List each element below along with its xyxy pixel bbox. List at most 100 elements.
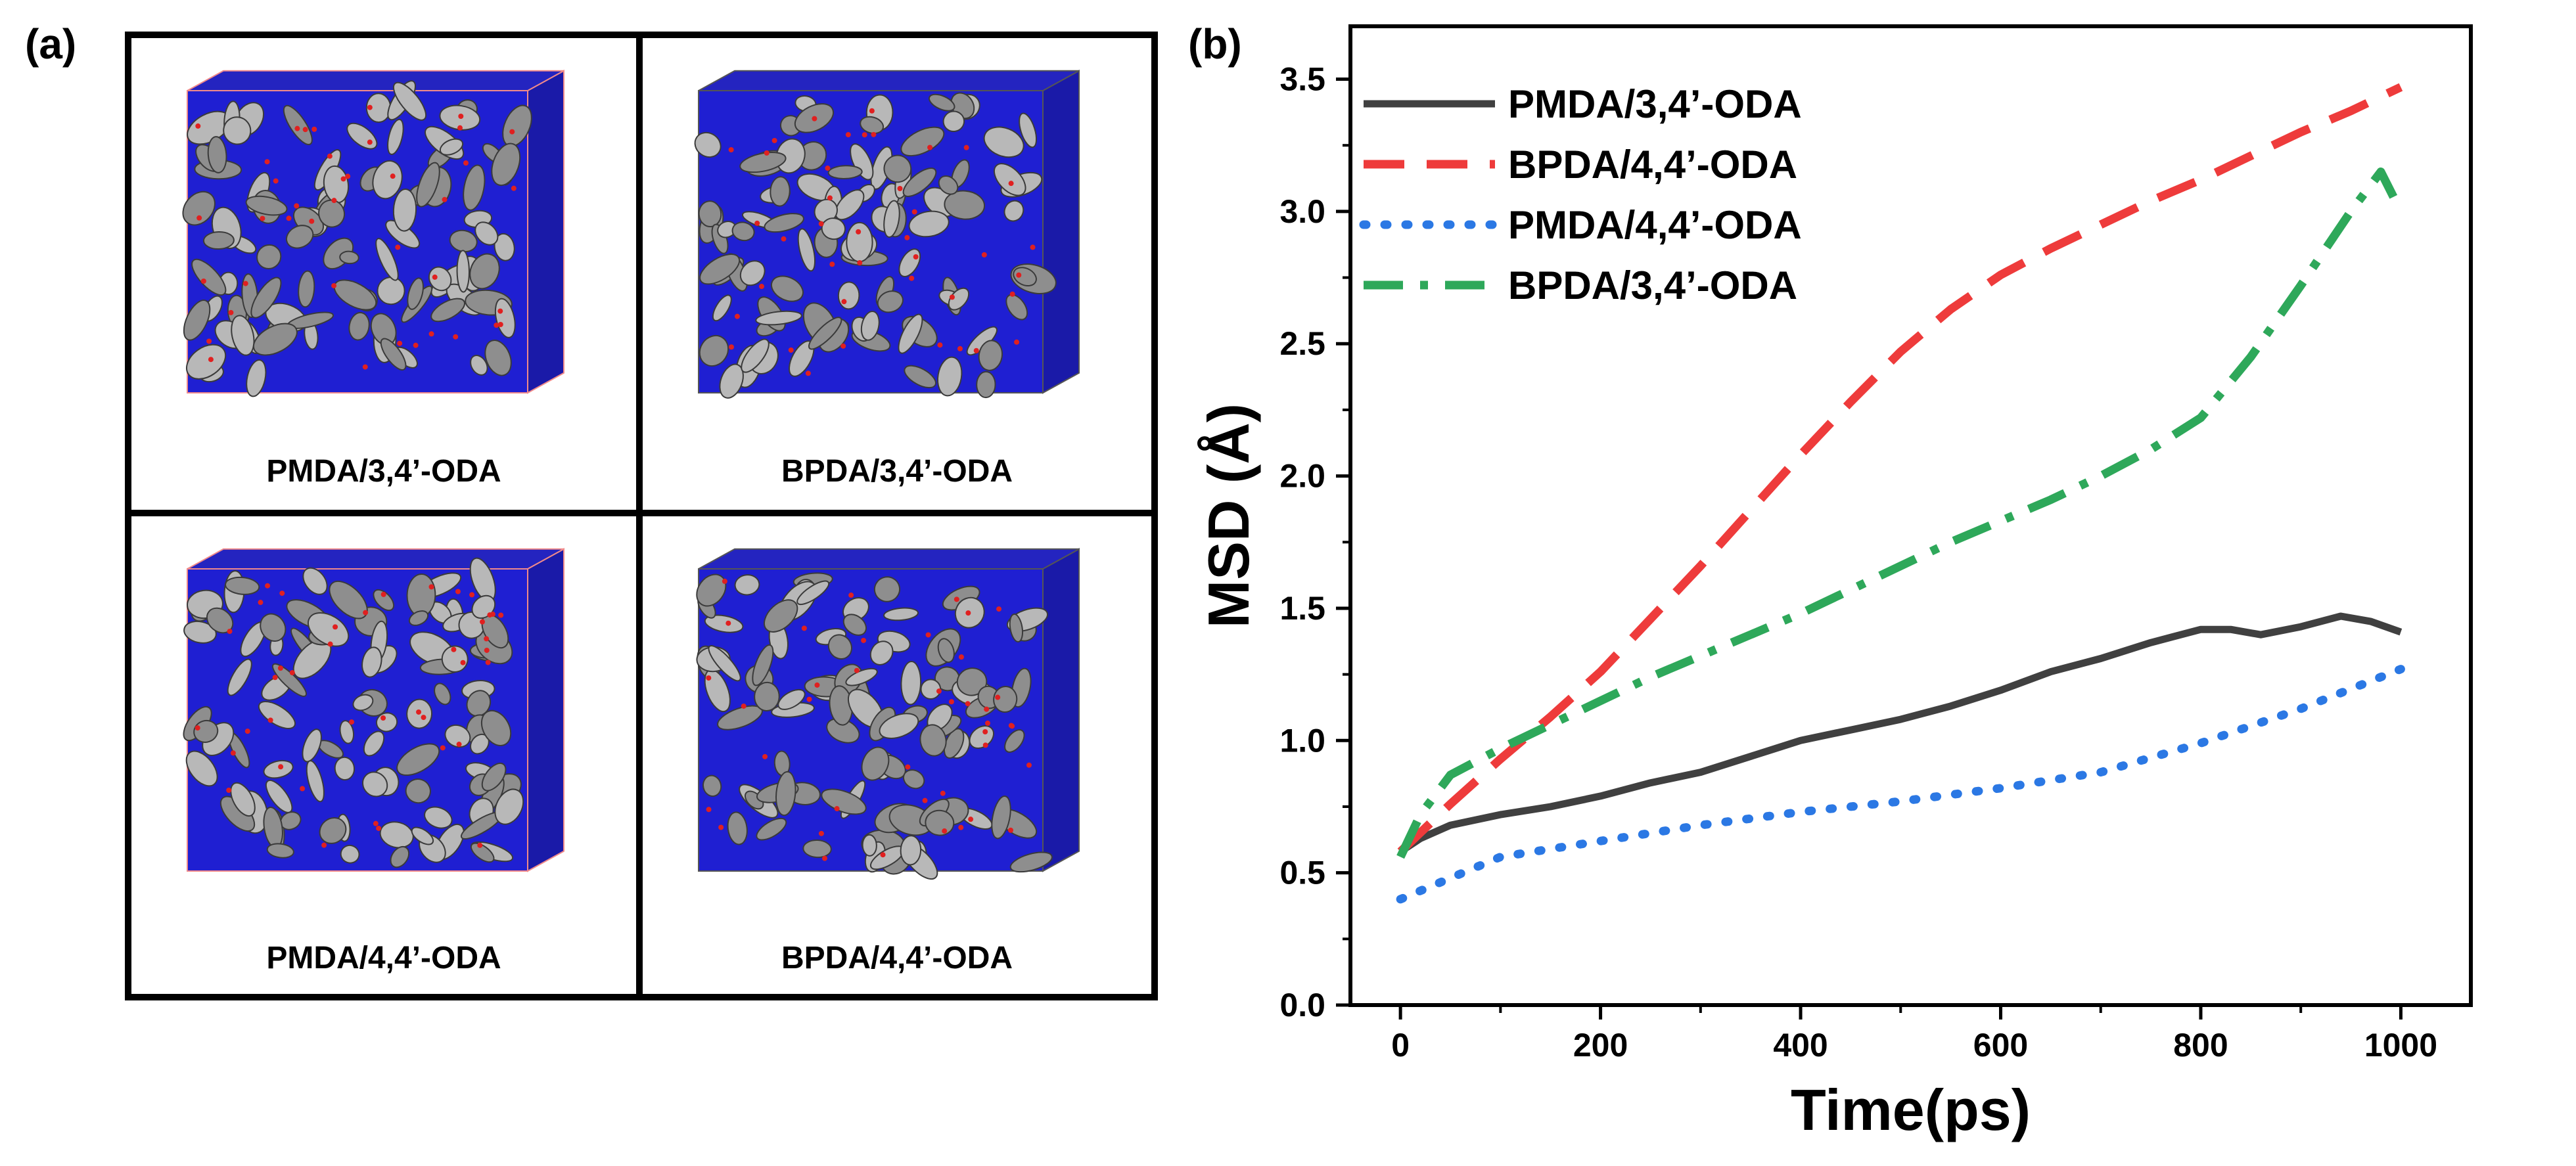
polymer-chain bbox=[993, 686, 1018, 713]
polymer-chain bbox=[466, 690, 492, 717]
polymer-chain bbox=[770, 275, 804, 302]
oxygen-atom bbox=[469, 592, 475, 598]
polymer-chain bbox=[306, 760, 325, 803]
oxygen-atom bbox=[230, 750, 236, 756]
oxygen-atom bbox=[321, 842, 327, 848]
oxygen-atom bbox=[822, 855, 828, 861]
oxygen-atom bbox=[294, 203, 300, 209]
polymer-chain bbox=[258, 700, 296, 730]
oxygen-atom bbox=[511, 185, 517, 191]
cube-top-face bbox=[187, 548, 564, 570]
oxygen-atom bbox=[706, 807, 712, 813]
oxygen-atom bbox=[728, 344, 734, 350]
y-tick-label: 0.0 bbox=[1279, 987, 1325, 1023]
oxygen-atom bbox=[904, 235, 910, 240]
oxygen-atom bbox=[706, 675, 712, 681]
oxygen-atom bbox=[380, 715, 386, 721]
polymer-chain bbox=[944, 190, 986, 220]
cube-image bbox=[183, 548, 564, 872]
polymer-chain bbox=[862, 834, 877, 857]
polymer-chain bbox=[484, 340, 512, 376]
oxygen-atom bbox=[942, 828, 948, 834]
polymer-chain bbox=[340, 844, 360, 864]
polymer-chain bbox=[883, 607, 919, 621]
oxygen-atom bbox=[937, 342, 943, 348]
oxygen-atom bbox=[272, 675, 278, 681]
polymer-chain bbox=[712, 294, 732, 322]
oxygen-atom bbox=[228, 309, 234, 315]
oxygen-atom bbox=[302, 127, 308, 133]
polymer-chain bbox=[727, 811, 748, 845]
oxygen-atom bbox=[289, 669, 295, 675]
cube-body bbox=[182, 70, 564, 397]
oxygen-atom bbox=[862, 132, 867, 138]
oxygen-atom bbox=[267, 717, 273, 723]
oxygen-atom bbox=[805, 370, 811, 376]
oxygen-atom bbox=[762, 753, 768, 759]
polymer-chain bbox=[694, 131, 722, 158]
cube-top-face bbox=[698, 548, 1080, 570]
series-line-0 bbox=[1398, 612, 2403, 855]
legend-label-1: BPDA/4,4’-ODA bbox=[1508, 143, 1797, 187]
polymer-chain bbox=[699, 334, 729, 367]
polymer-chain bbox=[919, 724, 947, 757]
oxygen-atom bbox=[195, 123, 201, 129]
oxygen-atom bbox=[380, 591, 386, 597]
oxygen-atom bbox=[1009, 291, 1015, 297]
polymer-chain bbox=[494, 298, 516, 338]
cube-side-face bbox=[527, 70, 564, 394]
y-tick-label: 2.5 bbox=[1279, 325, 1325, 362]
polymer-chain bbox=[900, 661, 922, 706]
polymer-chain bbox=[775, 138, 806, 174]
oxygen-atom bbox=[484, 636, 490, 642]
oxygen-atom bbox=[340, 176, 346, 182]
oxygen-atom bbox=[258, 600, 264, 606]
oxygen-atom bbox=[196, 215, 202, 221]
polymer-chain bbox=[777, 688, 806, 710]
oxygen-atom bbox=[982, 742, 988, 748]
polymer-chain bbox=[741, 338, 770, 373]
oxygen-atom bbox=[764, 150, 770, 156]
cell-pmda-34oda: PMDA/3,4’-ODA bbox=[131, 38, 636, 510]
polymer-chain bbox=[898, 313, 923, 354]
y-tick-label: 2.0 bbox=[1279, 458, 1325, 495]
polymer-chain bbox=[731, 221, 755, 242]
cell-bpda-44oda: BPDA/4,4’-ODA bbox=[643, 516, 1151, 994]
oxygen-atom bbox=[856, 229, 862, 235]
oxygen-atom bbox=[869, 108, 875, 114]
polymer-chain bbox=[755, 310, 802, 326]
oxygen-atom bbox=[279, 591, 285, 596]
oxygen-atom bbox=[367, 139, 373, 145]
polymer-chain bbox=[470, 355, 488, 376]
polymer-chain bbox=[754, 681, 780, 711]
polymer-chain bbox=[869, 640, 894, 665]
oxygen-atom bbox=[226, 788, 232, 794]
polymer-chain bbox=[936, 356, 963, 397]
polymer-chain bbox=[948, 287, 970, 311]
oxygen-atom bbox=[463, 160, 469, 166]
series-line-3 bbox=[1396, 168, 2405, 859]
polymer-chain bbox=[739, 152, 787, 173]
polymer-chain bbox=[308, 612, 350, 647]
polymer-chain bbox=[393, 81, 427, 121]
oxygen-atom bbox=[845, 132, 851, 138]
polymer-chain bbox=[387, 118, 404, 156]
oxygen-atom bbox=[309, 218, 315, 224]
oxygen-atom bbox=[880, 852, 886, 858]
oxygen-atom bbox=[294, 125, 300, 131]
oxygen-atom bbox=[457, 125, 463, 131]
oxygen-atom bbox=[829, 261, 835, 267]
polymer-chain bbox=[231, 315, 255, 356]
polymer-chain bbox=[1009, 613, 1024, 643]
oxygen-atom bbox=[871, 131, 877, 137]
polymer-chain bbox=[902, 769, 925, 790]
oxygen-atom bbox=[827, 195, 833, 201]
oxygen-atom bbox=[1007, 827, 1013, 833]
polymer-chain bbox=[873, 576, 901, 602]
oxygen-atom bbox=[1026, 762, 1032, 768]
x-tick-label: 200 bbox=[1573, 1027, 1628, 1064]
oxygen-atom bbox=[286, 215, 292, 221]
x-axis-label: Time(ps) bbox=[1791, 1077, 2031, 1142]
polymer-chain bbox=[900, 126, 945, 157]
cell-label: BPDA/3,4’-ODA bbox=[781, 454, 1013, 489]
